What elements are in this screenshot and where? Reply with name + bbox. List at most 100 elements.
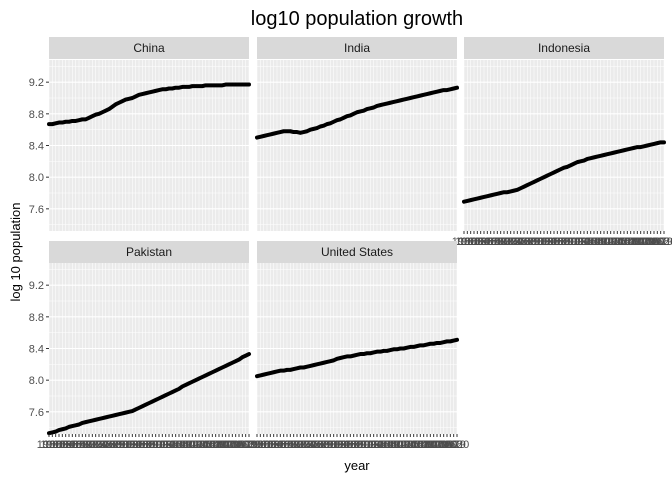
x-tick-label: 2019 <box>441 439 465 451</box>
y-tick-label: 9.2 <box>29 280 44 292</box>
x-tick-label: 1964 <box>465 236 489 248</box>
x-tick-label: 1980 <box>518 236 542 248</box>
x-tick-label: 2006 <box>398 439 422 451</box>
x-tick-label: 2020 <box>652 236 672 248</box>
x-tick-label: 1972 <box>77 439 101 451</box>
x-tick-label: 2010 <box>203 439 227 451</box>
x-tick-label: 1977 <box>301 439 325 451</box>
x-tick-label: 1984 <box>117 439 141 451</box>
x-tick-label: 1967 <box>60 439 84 451</box>
x-tick-label: 2014 <box>425 439 449 451</box>
x-tick-label: 2004 <box>598 236 622 248</box>
y-tick-label: 8.4 <box>29 141 44 153</box>
x-tick-label: 1986 <box>331 439 355 451</box>
x-tick-label: 1988 <box>130 439 154 451</box>
x-tick-label: 2005 <box>602 236 626 248</box>
x-tick-label: 1971 <box>281 439 305 451</box>
x-tick-label: 2000 <box>170 439 194 451</box>
x-tick-label: 1983 <box>528 236 552 248</box>
x-tick-label: 1983 <box>321 439 345 451</box>
x-tick-label: 1975 <box>295 439 319 451</box>
x-tick-label: 1969 <box>482 236 506 248</box>
x-tick-label: 2018 <box>230 439 254 451</box>
facet-strip-label-united-states: United States <box>321 245 393 259</box>
x-tick-label: 1995 <box>361 439 385 451</box>
x-tick-label: 2013 <box>421 439 445 451</box>
x-axis-title: year <box>344 458 370 473</box>
x-tick-label: 1960 <box>245 439 269 451</box>
x-tick-label: 1963 <box>462 236 486 248</box>
x-tick-label: 1968 <box>478 236 502 248</box>
x-tick-label: 1992 <box>351 439 375 451</box>
x-tick-label: 2019 <box>648 236 672 248</box>
x-tick-label: 2011 <box>622 236 646 248</box>
x-tick-label: 1979 <box>100 439 124 451</box>
y-tick-label: 8.8 <box>29 312 44 324</box>
x-tick-label: 1966 <box>57 439 81 451</box>
x-tick-label: 1996 <box>365 439 389 451</box>
x-tick-label: 1967 <box>475 236 499 248</box>
x-tick-label: 2000 <box>378 439 402 451</box>
x-tick-label: 1996 <box>157 439 181 451</box>
x-tick-label: 1984 <box>325 439 349 451</box>
x-tick-label: 1999 <box>582 236 606 248</box>
x-tick-label: 1987 <box>335 439 359 451</box>
x-tick-label: 1993 <box>147 439 171 451</box>
x-tick-label: 2004 <box>183 439 207 451</box>
x-tick-label: 2016 <box>431 439 455 451</box>
x-tick-label: 1997 <box>368 439 392 451</box>
x-tick-label: 1970 <box>70 439 94 451</box>
x-tick-label: 1983 <box>113 439 137 451</box>
x-tick-label: 2003 <box>595 236 619 248</box>
facet-strip-china <box>49 37 249 59</box>
x-tick-label: 1990 <box>137 439 161 451</box>
x-tick-label: 1996 <box>572 236 596 248</box>
x-tick-label: 1986 <box>538 236 562 248</box>
x-tick-label: 2012 <box>625 236 649 248</box>
x-tick-label: 2007 <box>193 439 217 451</box>
x-tick-label: 1974 <box>83 439 107 451</box>
x-tick-label: 1985 <box>535 236 559 248</box>
x-tick-label: 1977 <box>93 439 117 451</box>
x-tick-label: 1975 <box>87 439 111 451</box>
x-tick-label: 2020 <box>445 439 469 451</box>
x-tick-label: 1985 <box>120 439 144 451</box>
x-tick-label: 2010 <box>411 439 435 451</box>
x-tick-label: 2005 <box>395 439 419 451</box>
x-tick-label: 2008 <box>612 236 636 248</box>
facet-panel-china: China 7.6 8.0 8.4 8.8 9.2 <box>29 37 251 231</box>
x-tick-label: 1989 <box>548 236 572 248</box>
x-tick-label: 1998 <box>163 439 187 451</box>
x-tick-label: 2000 <box>585 236 609 248</box>
y-tick-label: 9.2 <box>29 77 44 89</box>
x-tick-label: 1981 <box>315 439 339 451</box>
x-tick-label: 1994 <box>150 439 174 451</box>
x-tick-label: 1976 <box>90 439 114 451</box>
x-tick-label: 1986 <box>123 439 147 451</box>
x-tick-label: 2009 <box>615 236 639 248</box>
x-tick-label: 1999 <box>167 439 191 451</box>
x-tick-label: 1972 <box>492 236 516 248</box>
series-line-indonesia <box>462 140 666 204</box>
x-tick-label: 1975 <box>502 236 526 248</box>
x-tick-label: 1974 <box>498 236 522 248</box>
x-tick-label: 2018 <box>438 439 462 451</box>
x-tick-label: 2013 <box>213 439 237 451</box>
x-tick-label: 1978 <box>512 236 536 248</box>
x-tick-label: 2016 <box>223 439 247 451</box>
y-axis-title: log 10 population <box>8 202 23 301</box>
x-tick-label: 1979 <box>515 236 539 248</box>
x-tick-label: 1978 <box>97 439 121 451</box>
x-tick-label: 2006 <box>605 236 629 248</box>
facet-strip-label-india: India <box>344 41 370 55</box>
x-tick-label: 1976 <box>505 236 529 248</box>
facet-panel-pakistan: Pakistan7.68.08.48.89.219601961196219631… <box>29 241 261 451</box>
x-tick-label: 1971 <box>488 236 512 248</box>
series-line-pakistan <box>47 352 251 436</box>
x-tick-label: 1961 <box>455 236 479 248</box>
facet-strip-label-china: China <box>133 41 165 55</box>
x-tick-label: 1988 <box>338 439 362 451</box>
x-tick-label: 2002 <box>592 236 616 248</box>
x-tick-label: 1960 <box>452 236 476 248</box>
